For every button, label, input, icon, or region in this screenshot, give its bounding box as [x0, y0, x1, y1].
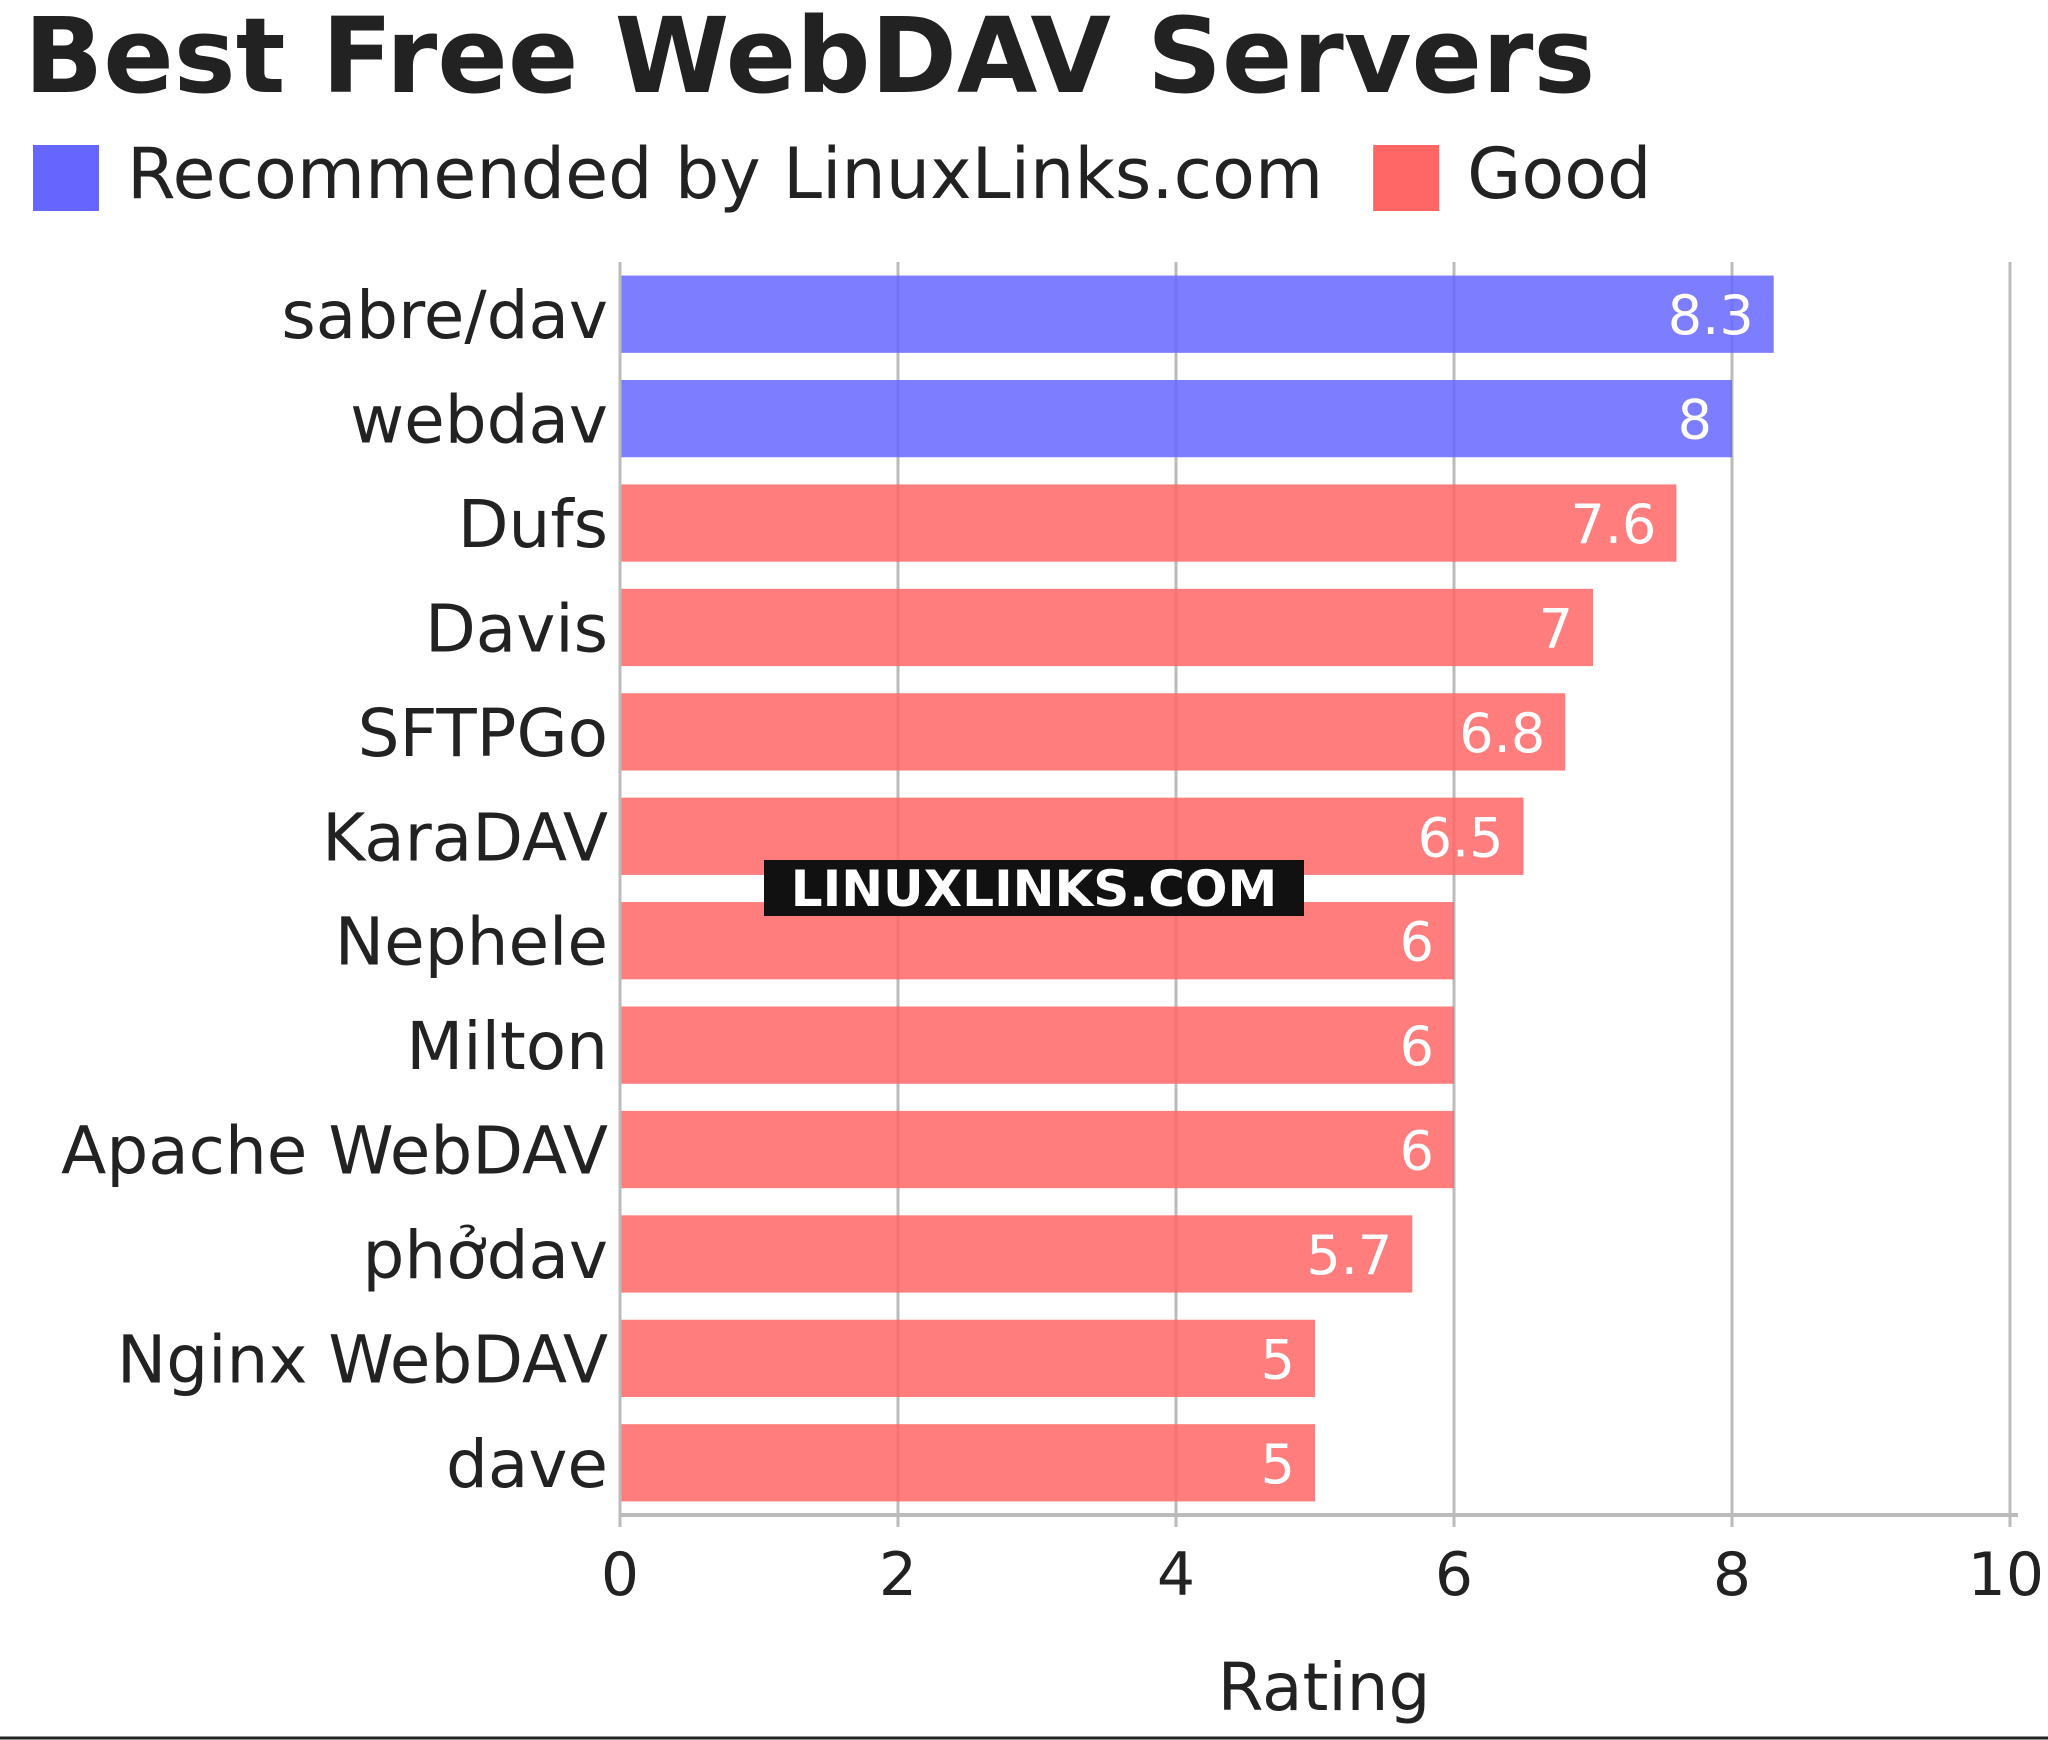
legend-label-good: Good [1467, 133, 1651, 215]
value-label-milton: 6 [1400, 1015, 1434, 1078]
value-label-apache-webdav: 6 [1400, 1120, 1434, 1183]
bar-nginx-webdav [620, 1319, 1315, 1398]
x-tick-label-4: 4 [1157, 1540, 1195, 1610]
x-axis-ticks: 0 2 4 6 8 10 [601, 262, 2044, 1610]
value-label-phodav: 5.7 [1306, 1224, 1392, 1287]
x-tick-label-2: 2 [879, 1540, 917, 1610]
bar-sftpgo [620, 693, 1566, 771]
category-label-phodav: phởdav [362, 1217, 608, 1294]
value-label-karadav: 6.5 [1418, 806, 1504, 869]
category-label-nginx-webdav: Nginx WebDAV [117, 1321, 608, 1398]
x-tick-label-8: 8 [1713, 1540, 1751, 1610]
category-label-karadav: KaraDAV [322, 799, 608, 876]
bar-phodav [620, 1215, 1413, 1293]
value-label-sftpgo: 6.8 [1459, 702, 1545, 765]
x-axis-title: Rating [1218, 1649, 1431, 1726]
category-label-sabre-dav: sabre/dav [281, 277, 608, 354]
gridlines [896, 262, 2012, 1515]
chart-title: Best Free WebDAV Servers [24, 0, 1595, 117]
legend-label-recommended-by-linuxlinks-com: Recommended by LinuxLinks.com [127, 133, 1323, 215]
category-label-webdav: webdav [350, 382, 608, 459]
watermark-backdrop [764, 860, 1304, 916]
bar-sabre-dav [620, 275, 1774, 353]
watermark-text: LINUXLINKS.COM [791, 860, 1277, 918]
category-labels: sabre/dav webdav Dufs Davis SFTPGo KaraDAV Nep… [61, 277, 608, 1503]
value-label-davis: 7 [1539, 597, 1573, 660]
legend-swatch-good [1373, 145, 1440, 211]
legend: Recommended by LinuxLinks.com Good [33, 133, 1652, 215]
bars [620, 275, 1774, 1502]
category-label-sftpgo: SFTPGo [358, 695, 608, 772]
bar-apache-webdav [620, 1110, 1454, 1189]
category-label-apache-webdav: Apache WebDAV [61, 1113, 608, 1190]
x-tick-label-6: 6 [1435, 1540, 1473, 1610]
value-label-webdav: 8 [1678, 389, 1712, 452]
bar-webdav [620, 379, 1732, 458]
x-tick-label-10: 10 [1968, 1540, 2044, 1610]
category-label-dufs: Dufs [458, 486, 608, 563]
bar-dave [620, 1424, 1315, 1502]
category-label-dave: dave [446, 1426, 608, 1503]
value-label-dufs: 7.6 [1571, 493, 1657, 556]
value-label-nephele: 6 [1400, 911, 1434, 974]
value-label-dave: 5 [1261, 1433, 1295, 1496]
category-label-nephele: Nephele [335, 904, 608, 981]
category-label-davis: Davis [425, 590, 608, 667]
legend-swatch-recommended-by-linuxlinks-com [33, 145, 99, 211]
value-label-sabre-dav: 8.3 [1668, 284, 1754, 347]
bar-dufs [620, 484, 1677, 562]
bar-milton [620, 1006, 1454, 1084]
category-label-milton: Milton [406, 1008, 608, 1085]
value-label-nginx-webdav: 5 [1261, 1328, 1295, 1391]
watermark: LINUXLINKS.COM [764, 860, 1304, 918]
x-tick-label-0: 0 [601, 1540, 639, 1610]
bar-davis [620, 588, 1593, 667]
